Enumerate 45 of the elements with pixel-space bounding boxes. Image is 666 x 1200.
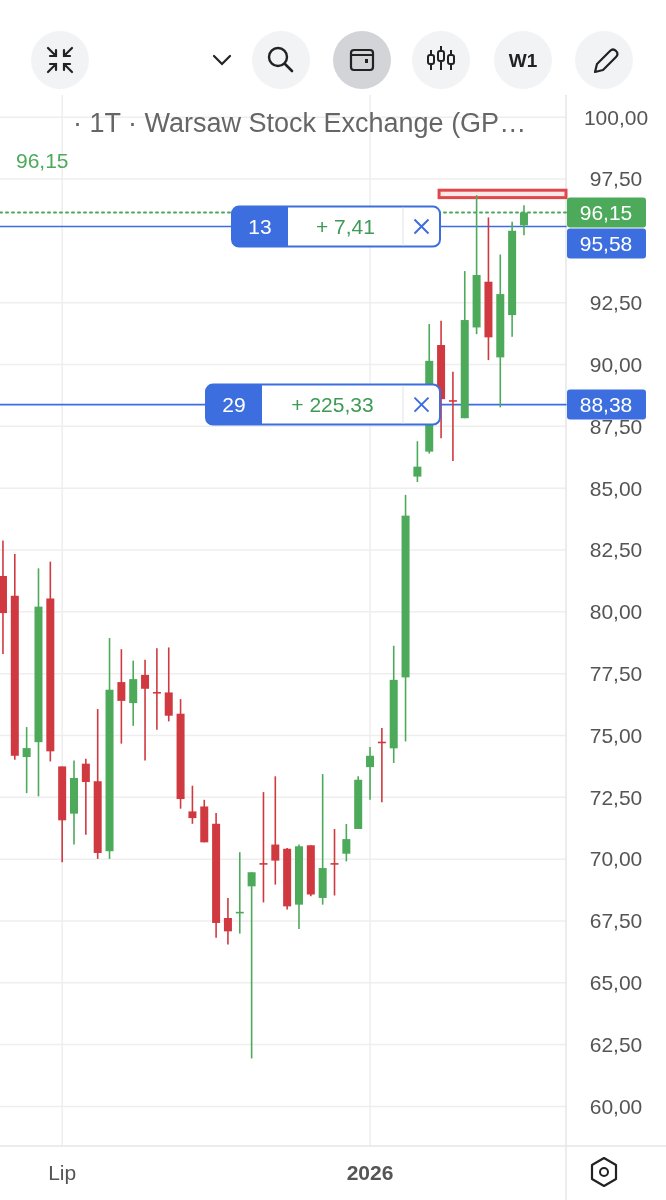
y-tick-label: 87,50 xyxy=(589,414,643,438)
y-tick-label: 92,50 xyxy=(589,291,643,315)
candlestick xyxy=(259,791,268,904)
text: · 1T · Warsaw Stock Exchange (GP… xyxy=(73,108,527,138)
annotation: + 7,41 xyxy=(316,214,375,238)
candlestick xyxy=(152,647,161,731)
candlestick xyxy=(129,659,138,727)
y-tick-label: 70,00 xyxy=(589,847,643,871)
candlestick xyxy=(117,648,126,745)
y-tick-label: 75,00 xyxy=(589,723,643,747)
y-tick-label: 90,00 xyxy=(589,352,643,376)
candlestick xyxy=(141,659,150,762)
x-tick-label: 2026 xyxy=(346,1161,394,1184)
annotation: + 225,33 xyxy=(291,392,374,416)
annotation: 29 xyxy=(222,392,246,416)
candlestick xyxy=(366,746,375,801)
ref-line-label: 96,15 xyxy=(579,200,633,224)
y-tick-label: 77,50 xyxy=(589,662,643,686)
y-tick-label: 97,50 xyxy=(589,167,643,191)
y-tick-label: 82,50 xyxy=(589,538,643,562)
candlestick xyxy=(247,871,256,1060)
y-tick-label: 60,00 xyxy=(589,1094,643,1118)
y-tick-label: 100,00 xyxy=(583,105,649,129)
ref-line-label: 88,38 xyxy=(579,392,633,416)
candlestick xyxy=(271,775,280,886)
y-tick-label: 80,00 xyxy=(589,600,643,624)
text: W1 xyxy=(508,50,538,71)
candlestick xyxy=(81,757,90,836)
candlestick xyxy=(342,823,351,863)
candlestick xyxy=(164,646,173,723)
candlestick xyxy=(188,784,197,825)
candlestick xyxy=(330,828,339,897)
y-tick-label: 62,50 xyxy=(589,1032,643,1056)
y-tick-label: 65,00 xyxy=(589,971,643,995)
y-tick-label: 72,50 xyxy=(589,785,643,809)
x-tick-label: Lip xyxy=(48,1161,77,1184)
candlestick xyxy=(22,726,31,794)
y-tick-label: 85,00 xyxy=(589,476,643,500)
text: 96,15 xyxy=(16,149,69,172)
ref-line-label: 95,58 xyxy=(579,231,633,255)
y-tick-label: 67,50 xyxy=(589,909,643,933)
candlestick xyxy=(448,370,457,462)
candlestick xyxy=(223,897,232,946)
candlestick xyxy=(413,440,422,483)
annotation: 13 xyxy=(248,214,272,238)
